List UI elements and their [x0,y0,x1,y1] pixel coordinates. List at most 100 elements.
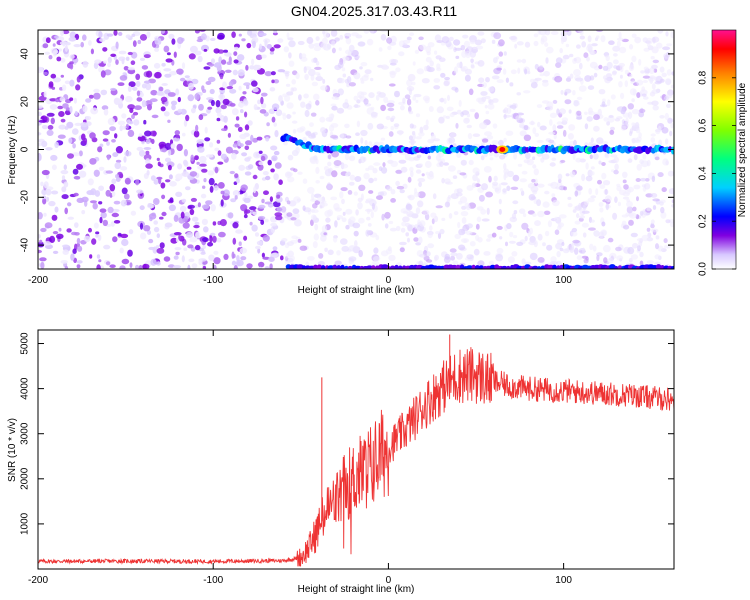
noise-blob [365,229,370,237]
noise-blob [606,121,610,126]
noise-blob [384,223,389,229]
noise-blob [477,260,485,267]
spectrogram-ytick-label: 20 [20,96,31,108]
noise-blob [568,124,576,131]
noise-blob [427,231,433,239]
noise-blob [370,211,374,219]
noise-blob [414,49,419,54]
noise-blob [102,219,109,227]
noise-blob [231,31,236,38]
noise-blob [244,111,248,118]
spectrogram-xtick-label: -100 [203,275,223,286]
noise-blob [620,92,625,100]
noise-blob [173,232,182,236]
noise-blob [182,132,186,137]
noise-blob [668,188,674,195]
noise-blob [458,228,466,236]
noise-blob [283,46,289,53]
noise-blob [291,79,297,85]
noise-blob [380,250,389,257]
noise-blob [88,40,92,46]
noise-blob [219,74,224,80]
noise-blob [476,216,482,223]
noise-blob [579,35,585,40]
noise-blob [407,176,412,183]
noise-blob [142,263,150,269]
noise-blob [641,86,646,92]
noise-blob [417,163,424,167]
noise-blob [40,227,47,233]
noise-blob [659,201,664,206]
noise-blob [341,67,346,72]
spectrogram-ytick-label: -20 [20,190,31,205]
noise-blob [447,195,451,199]
noise-blob [537,257,545,263]
noise-blob [158,177,162,185]
noise-blob [458,99,462,107]
noise-blob [164,73,172,78]
noise-blob [542,242,546,247]
noise-blob [265,136,270,142]
noise-blob [161,62,166,67]
noise-blob [663,238,668,244]
noise-blob [62,30,70,35]
noise-blob [180,211,185,219]
noise-blob [414,224,419,230]
edge-blob [321,265,326,269]
noise-blob [573,139,577,147]
noise-blob [652,198,660,202]
noise-blob [505,241,508,247]
noise-blob [587,169,593,177]
noise-blob [342,211,346,216]
noise-blob [671,204,674,208]
noise-blob [174,130,180,136]
noise-blob [655,243,659,250]
noise-blob [68,36,77,42]
noise-blob [410,170,414,178]
noise-blob [173,51,177,58]
noise-blob [576,44,581,49]
noise-blob [357,41,366,47]
noise-blob [450,255,455,261]
noise-blob [259,43,262,50]
noise-blob [552,99,558,104]
noise-blob [149,98,158,103]
noise-blob [427,155,431,160]
noise-blob [345,171,351,176]
noise-blob [304,109,310,118]
noise-blob [127,67,135,71]
noise-blob [460,44,466,51]
snr-xlabel: Height of straight line (km) [298,584,415,595]
noise-blob [405,222,411,228]
spectrogram-xlabel: Height of straight line (km) [298,285,415,296]
noise-blob [160,106,166,112]
noise-blob [400,227,406,233]
noise-blob [378,141,385,147]
noise-blob [573,100,579,107]
noise-blob [502,188,507,193]
noise-blob [143,225,151,232]
noise-blob [457,221,461,229]
noise-blob [43,91,47,98]
noise-blob [113,220,121,224]
noise-blob [471,46,478,54]
noise-blob [269,196,273,203]
noise-blob [107,62,111,68]
signal-blob [670,146,674,155]
noise-blob [534,178,538,185]
noise-blob [309,122,314,127]
noise-blob [555,186,562,190]
noise-blob [135,73,141,81]
noise-blob [214,62,221,68]
noise-blob [521,58,527,64]
noise-blob [326,182,332,189]
signal-peak-core [499,147,506,152]
noise-blob [488,260,494,265]
noise-blob [283,141,288,146]
noise-blob [125,123,129,130]
noise-blob [186,166,192,170]
noise-blob [199,155,207,163]
noise-blob [157,37,162,45]
noise-blob [139,149,145,157]
edge-blob [336,265,342,269]
